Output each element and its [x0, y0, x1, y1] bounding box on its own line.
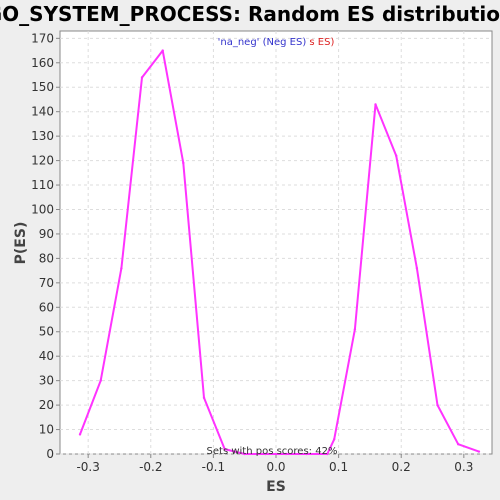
x-tick-label: -0.3	[76, 460, 99, 474]
data-point	[202, 396, 206, 399]
data-point	[140, 76, 144, 79]
data-point	[457, 443, 460, 446]
data-point	[374, 103, 377, 106]
x-tick-label: 0.1	[329, 460, 348, 474]
data-point	[120, 267, 123, 270]
y-tick-label: 20	[39, 398, 54, 412]
y-tick-label: 120	[31, 154, 54, 168]
y-tick-label: 40	[39, 349, 54, 363]
x-tick-label: 0.2	[392, 460, 411, 474]
x-tick-label: 0.3	[454, 460, 473, 474]
y-tick-label: 150	[31, 80, 54, 94]
legend-entry-neg: 'na_neg' (Neg ES)	[218, 37, 307, 48]
x-tick-label: 0.0	[266, 460, 285, 474]
data-point	[182, 161, 185, 165]
y-tick-label: 160	[31, 56, 54, 70]
y-tick-label: 100	[31, 202, 54, 216]
grid	[60, 31, 492, 455]
y-tick-label: 110	[31, 178, 54, 192]
y-tick-label: 170	[31, 31, 54, 45]
y-tick-label: 140	[31, 105, 54, 119]
legend: 'na_neg' (Neg ES) s ES)	[218, 37, 335, 48]
x-axis-label: ES	[266, 479, 286, 495]
y-axis-label: P(ES)	[13, 222, 29, 265]
series-group	[78, 49, 481, 456]
data-point	[353, 328, 357, 331]
y-tick-label: 80	[39, 251, 54, 265]
y-tick-label: 10	[39, 423, 54, 437]
y-axis: 0 10 20 30 40 50 60 70 80 90 100 110 120 130 140 150 160…	[31, 31, 60, 461]
data-point	[436, 403, 439, 407]
y-tick-label: 60	[39, 300, 54, 314]
data-point	[333, 438, 336, 441]
data-point	[264, 452, 267, 456]
data-point	[99, 379, 102, 382]
data-point	[78, 433, 82, 436]
data-point	[223, 447, 226, 451]
data-point	[243, 452, 246, 456]
y-tick-label: 50	[39, 325, 54, 339]
data-point	[395, 154, 398, 157]
y-tick-label: 130	[31, 129, 54, 143]
data-point	[415, 267, 419, 270]
y-tick-label: 30	[39, 374, 54, 388]
chart-title: GO_SYSTEM_PROCESS: Random ES distributio…	[0, 2, 500, 26]
y-tick-label: 0	[46, 447, 54, 461]
pos-scores-annotation: Sets with pos scores: 42%	[207, 446, 338, 457]
x-axis: -0.3 -0.2 -0.1 0.0 0.1 0.2 0.3	[76, 454, 473, 474]
data-point	[161, 49, 164, 52]
legend-entry-pos: s ES)	[309, 37, 334, 48]
data-point	[326, 452, 329, 456]
x-tick-label: -0.2	[139, 460, 162, 474]
data-point	[305, 452, 308, 456]
y-tick-label: 70	[39, 276, 54, 290]
data-point	[284, 452, 288, 456]
y-tick-label: 90	[39, 227, 54, 241]
data-point	[477, 450, 481, 453]
x-tick-label: -0.1	[202, 460, 225, 474]
